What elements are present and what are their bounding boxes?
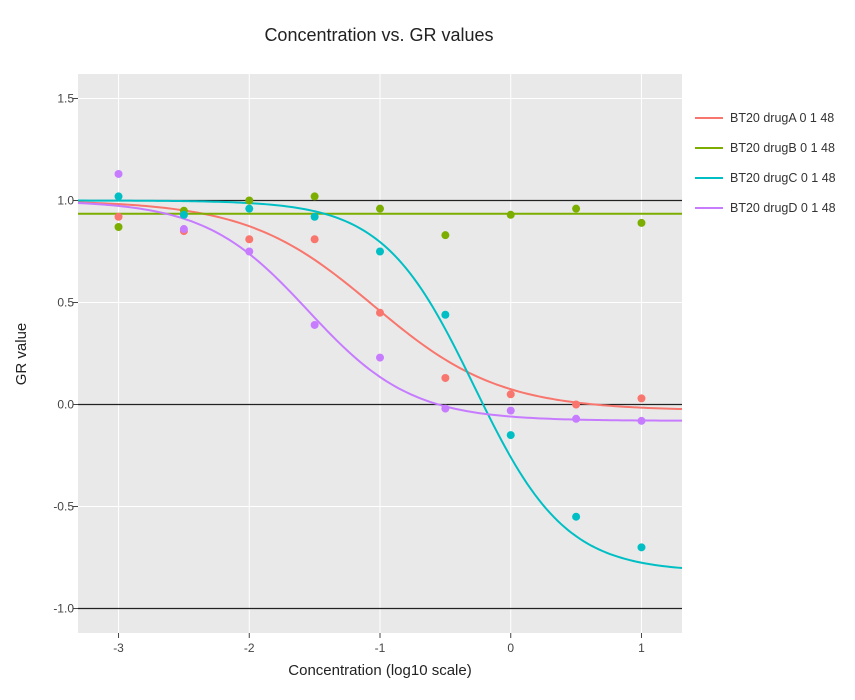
x-axis-title: Concentration (log10 scale): [288, 662, 471, 679]
data-point: [572, 204, 581, 213]
data-point: [376, 308, 384, 317]
data-point: [506, 390, 515, 399]
data-point: [572, 400, 581, 409]
legend-label: BT20 drugB 0 1 48: [730, 141, 835, 155]
data-point: [637, 416, 646, 425]
data-point: [506, 210, 515, 219]
data-point: [506, 406, 515, 415]
x-tick-label: -2: [244, 641, 255, 655]
data-point: [114, 192, 123, 201]
data-point: [441, 231, 450, 240]
data-point: [179, 210, 188, 219]
data-point: [114, 169, 123, 178]
data-point: [310, 320, 319, 329]
data-point: [245, 247, 254, 256]
data-point: [637, 218, 646, 227]
data-point: [637, 543, 646, 552]
data-point: [441, 310, 450, 319]
legend-label: BT20 drugD 0 1 48: [730, 201, 836, 215]
x-tick-label: 1: [638, 641, 645, 655]
y-tick-label: -0.5: [53, 500, 74, 514]
data-point: [179, 225, 188, 234]
data-point: [441, 373, 450, 382]
chart-title: Concentration vs. GR values: [264, 25, 493, 45]
data-point: [310, 212, 319, 221]
data-point: [245, 204, 254, 213]
data-point: [637, 394, 646, 403]
legend-label: BT20 drugA 0 1 48: [730, 111, 834, 125]
y-axis-ticks: -1.0 -0.5 0.0 0.5 1.0 1.5: [53, 91, 78, 616]
legend: BT20 drugA 0 1 48 BT20 drugB 0 1 48 BT20 d…: [695, 111, 836, 215]
data-point: [376, 353, 384, 362]
data-point: [376, 247, 384, 256]
y-tick-label: 0.0: [57, 398, 74, 412]
data-point: [114, 223, 123, 232]
data-point: [245, 196, 254, 205]
x-tick-label: -3: [113, 641, 124, 655]
data-point: [245, 235, 254, 244]
data-point: [572, 512, 581, 521]
x-axis-ticks: -3 -2 -1 0 1: [113, 633, 645, 655]
data-point: [310, 235, 319, 244]
fit-curve-3: [78, 199, 683, 570]
x-tick-label: 0: [507, 641, 514, 655]
data-point: [310, 192, 319, 201]
data-points: [114, 169, 646, 552]
y-tick-label: -1.0: [53, 602, 74, 616]
y-axis-title: GR value: [13, 323, 30, 386]
data-point: [572, 414, 581, 423]
data-point: [441, 404, 450, 413]
y-tick-label: 0.5: [57, 295, 74, 309]
data-point: [506, 431, 515, 440]
y-tick-label: 1.5: [57, 91, 74, 105]
fit-curve-4: [77, 202, 683, 422]
x-tick-label: -1: [375, 641, 386, 655]
legend-label: BT20 drugC 0 1 48: [730, 171, 836, 185]
data-point: [114, 212, 123, 221]
y-tick-label: 1.0: [57, 193, 74, 207]
data-point: [376, 204, 384, 213]
